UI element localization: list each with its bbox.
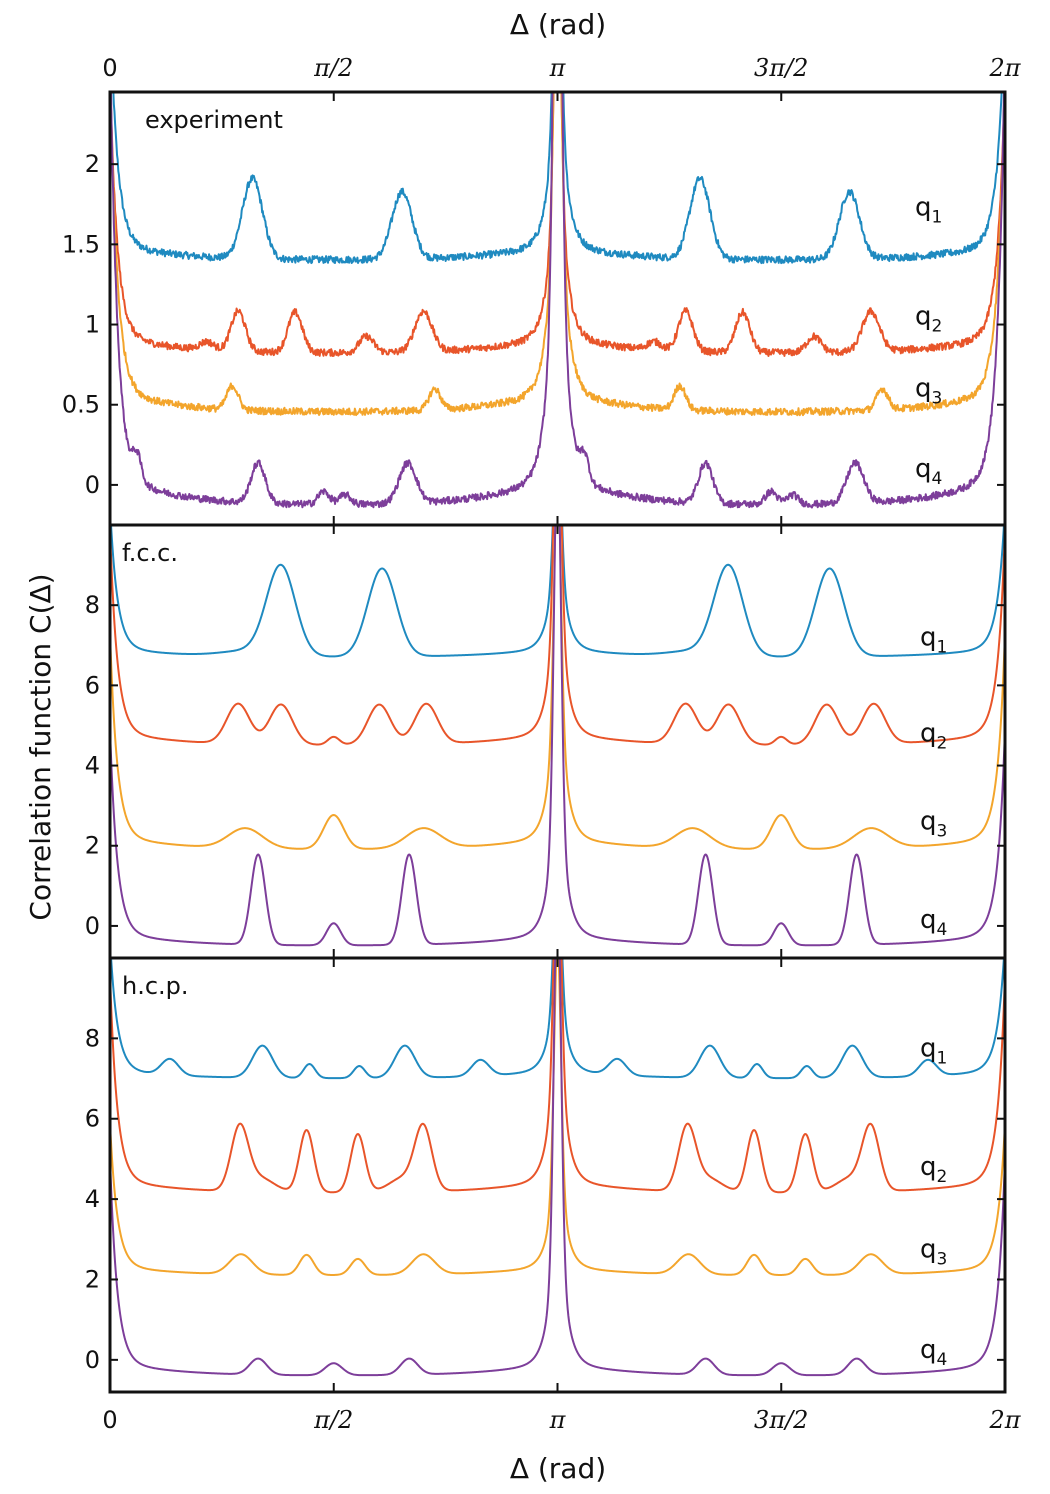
y-tick-label: 4: [85, 752, 100, 780]
y-tick-label: 2: [85, 1265, 100, 1293]
bottom-x-tick-label: π/2: [313, 1406, 353, 1434]
top-x-axis-title: Δ (rad): [510, 8, 606, 41]
series-label-q2: q2: [920, 719, 947, 754]
series-q3-line: [110, 525, 1005, 850]
panel-label: h.c.p.: [122, 972, 189, 1000]
y-tick-label: 0.5: [62, 391, 100, 419]
top-x-tick-label: 0: [102, 54, 117, 82]
y-tick-label: 4: [85, 1185, 100, 1213]
y-tick-label: 1: [85, 311, 100, 339]
y-tick-label: 6: [85, 671, 100, 699]
y-tick-label: 2: [85, 832, 100, 860]
series-q3-line: [110, 92, 1005, 417]
panel-label: experiment: [145, 106, 283, 134]
panel-1: 0 0.5 1 1.5 2 experiment q1 q2 q3 q4: [62, 90, 1007, 527]
bottom-x-tick-label: 0: [102, 1406, 117, 1434]
series-label-q4: q4: [920, 1335, 947, 1370]
panel-label: f.c.c.: [122, 539, 178, 567]
series-q2-line: [110, 525, 1005, 746]
series-label-q1: q1: [915, 192, 942, 227]
series-q4-line: [110, 958, 1005, 1377]
y-tick-label: 0: [85, 471, 100, 499]
y-tick-label: 2: [85, 150, 100, 178]
y-axis-title: Correlation function C(Δ): [24, 573, 57, 920]
bottom-x-axis-title: Δ (rad): [510, 1452, 606, 1485]
series-label-q1: q1: [920, 622, 947, 657]
series-q4-line: [110, 92, 1005, 509]
series-label-q4: q4: [920, 905, 947, 940]
series-label-q2: q2: [920, 1152, 947, 1187]
panel-frame: [108, 956, 1007, 1394]
panel-frame: [108, 523, 1007, 960]
series-label-q3: q3: [920, 1234, 947, 1269]
series-q2-line: [110, 958, 1005, 1194]
bottom-x-tick-label: π: [549, 1406, 567, 1434]
panel-3: 0 2 4 6 8 h.c.p. q1 q2 q3 q4: [85, 956, 1007, 1394]
series-label-q3: q3: [920, 807, 947, 842]
series-q1-line: [110, 958, 1005, 1080]
top-x-tick-label: 2π: [988, 54, 1021, 82]
series-q3-line: [110, 958, 1005, 1276]
series-label-q2: q2: [915, 302, 942, 337]
panels: 0 0.5 1 1.5 2 experiment q1 q2 q3 q4 0 2 4 6 8 f.c.c. q1…: [62, 90, 1007, 1394]
panel-2: 0 2 4 6 8 f.c.c. q1 q2 q3 q4: [85, 523, 1007, 960]
series-q2-line: [110, 92, 1005, 358]
top-x-tick-label: π: [549, 54, 567, 82]
y-tick-label: 0: [85, 1346, 100, 1374]
y-tick-label: 0: [85, 912, 100, 940]
series-label-q4: q4: [915, 454, 942, 489]
bottom-x-tick-label: 3π/2: [754, 1406, 808, 1434]
top-x-tick-label: 3π/2: [754, 54, 808, 82]
y-tick-label: 6: [85, 1105, 100, 1133]
panel-3-series: [110, 958, 1005, 1377]
y-tick-label: 8: [85, 1024, 100, 1052]
series-q1-line: [110, 525, 1005, 658]
series-q1-line: [112, 92, 1003, 265]
series-label-q1: q1: [920, 1033, 947, 1068]
y-tick-label: 1.5: [62, 230, 100, 258]
bottom-x-tick-label: 2π: [988, 1406, 1021, 1434]
figure-frame: 0 0 π/2 π/2 π π 3π/2 3π/2 2π 2π: [102, 54, 1021, 1434]
y-tick-label: 8: [85, 591, 100, 619]
panel-1-series: [110, 92, 1005, 509]
series-q4-line: [110, 525, 1005, 947]
top-x-tick-label: π/2: [313, 54, 353, 82]
series-label-q3: q3: [915, 374, 942, 409]
panel-2-series: [110, 525, 1005, 947]
